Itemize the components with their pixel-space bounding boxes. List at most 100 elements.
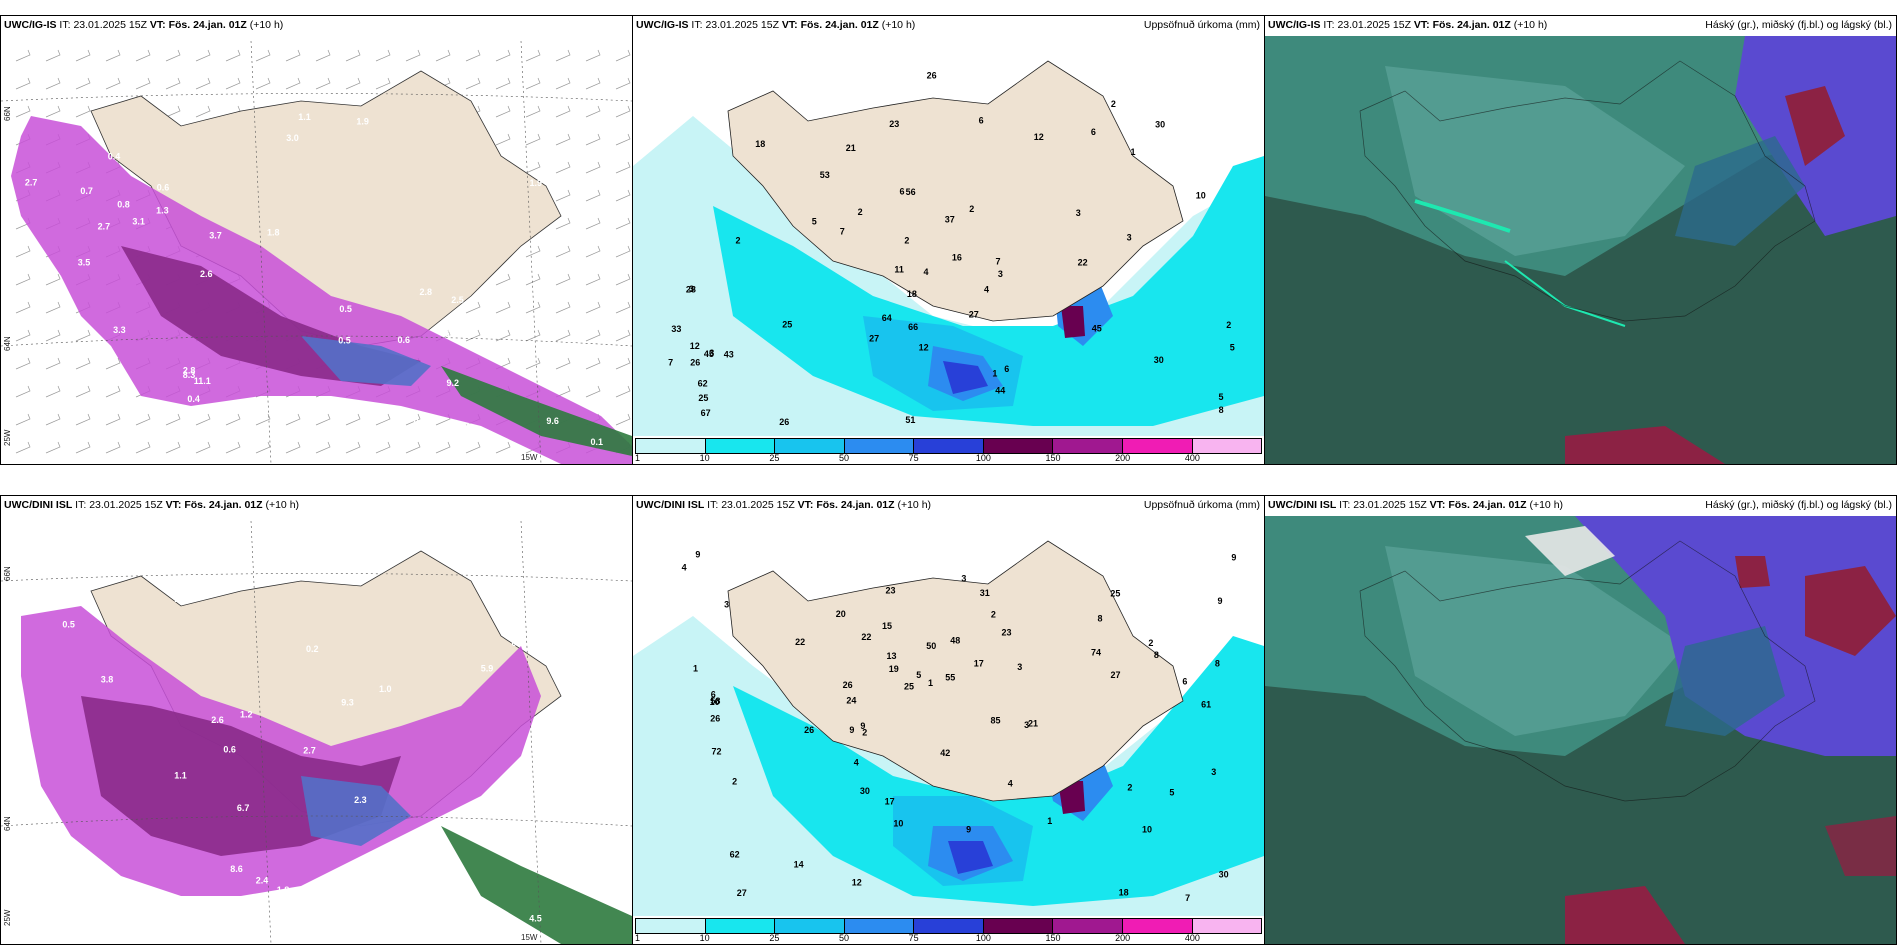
value-label: 30 <box>1219 870 1229 880</box>
value-label: 7 <box>668 357 673 367</box>
value-label: 5 <box>916 670 921 680</box>
value-label: 22 <box>795 637 805 647</box>
value-label: 8.6 <box>230 864 243 874</box>
value-label: 17 <box>885 797 895 807</box>
scale-segment <box>1192 439 1262 453</box>
value-label: 9 <box>966 824 971 834</box>
value-label: 4 <box>984 284 989 294</box>
value-label: 13 <box>887 651 897 661</box>
value-label: 12 <box>919 342 929 352</box>
snow-values: 0.20.51.12.62.82.91.22.41.71.62.93.03.12… <box>40 594 598 926</box>
value-label: 7 <box>840 226 845 236</box>
value-label: 1.1 <box>298 112 311 122</box>
scale-tick-label: 25 <box>769 933 780 943</box>
value-label: 4 <box>682 563 687 573</box>
panel-title: Uppsöfnuð úrkoma (mm) <box>1143 499 1260 511</box>
value-label: 4 <box>1008 778 1013 788</box>
value-label: 30 <box>1154 355 1164 365</box>
value-label: 2 <box>991 610 996 620</box>
value-label: 26 <box>710 714 720 724</box>
value-label: 2 <box>1127 783 1132 793</box>
panel-header: UWC/DINI ISL IT: 23.01.2025 15Z VT: Fös.… <box>1268 499 1564 511</box>
panel-header: UWC/IG-IS IT: 23.01.2025 15Z VT: Fös. 24… <box>1268 19 1548 31</box>
value-label: 6 <box>1182 677 1187 687</box>
value-label: 12 <box>690 341 700 351</box>
value-label: 3 <box>998 269 1003 279</box>
value-label: 0.5 <box>493 612 506 622</box>
scale-tick-label: 1 <box>635 453 641 463</box>
panel-title: Uppsöfnuð úrkoma (mm) <box>1143 19 1260 31</box>
value-label: 21 <box>1028 718 1038 728</box>
panel-top-left: UWC/IG-IS IT: 23.01.2025 15Z VT: Fös. 24… <box>0 15 633 465</box>
snow-values: 0.8 0.1 2.7 0.5 0.7 3.0 1.1 0.5 0.5 0.4 0.6 1.3 2.6 2… <box>25 112 612 447</box>
value-label: 2.8 <box>183 366 196 376</box>
value-label: 26 <box>779 417 789 427</box>
value-label: 2 <box>732 777 737 787</box>
value-label: 27 <box>969 310 979 320</box>
value-label: 3.8 <box>101 674 114 684</box>
value-label: 2 <box>904 236 909 246</box>
value-label: 3.5 <box>78 257 91 267</box>
value-label: 7 <box>996 256 1001 266</box>
scale-segment <box>775 439 845 453</box>
scale-tick-label: 400 <box>1184 453 1200 463</box>
value-label: 20 <box>836 609 846 619</box>
value-label: 6 <box>711 689 716 699</box>
value-label: 3.3 <box>113 325 126 335</box>
value-label: 26 <box>927 71 937 81</box>
scale-segment <box>1122 919 1193 933</box>
value-label: 4.5 <box>529 913 542 923</box>
value-label: 72 <box>712 747 722 757</box>
panel-bot-left: UWC/DINI ISL IT: 23.01.2025 15Z VT: Fös.… <box>0 495 633 945</box>
scale-tick-label: 25 <box>769 453 780 463</box>
value-label: 0.2 <box>306 644 319 654</box>
scale-segment <box>844 439 915 453</box>
value-label: 5 <box>1169 788 1174 798</box>
value-label: 1.2 <box>240 709 253 719</box>
value-label: 23 <box>886 585 896 595</box>
value-label: 2.3 <box>354 795 367 805</box>
value-label: 56 <box>906 187 916 197</box>
value-label: 18 <box>1119 888 1129 898</box>
value-label: 12 <box>852 877 862 887</box>
scale-tick-label: 150 <box>1045 453 1061 463</box>
value-label: 16 <box>952 253 962 263</box>
value-label: 67 <box>701 408 711 418</box>
value-label: 8 <box>1215 659 1220 669</box>
value-label: 11 <box>894 264 904 274</box>
lon-label-15w: 15W <box>521 933 538 942</box>
scale-segment <box>705 439 776 453</box>
value-label: 17 <box>974 658 984 668</box>
value-label: 30 <box>860 786 870 796</box>
value-label: 1.8 <box>267 227 280 237</box>
snow-map: 0.8 0.1 2.7 0.5 0.7 3.0 1.1 0.5 0.5 0.4 0.6 1.3 2.6 2… <box>1 16 632 464</box>
scale-segment <box>636 439 706 453</box>
value-label: 1.5 <box>459 422 472 432</box>
value-label: 19 <box>889 664 899 674</box>
value-label: 26 <box>690 358 700 368</box>
value-label: 2.8 <box>565 697 578 707</box>
value-label: 3 <box>1024 720 1029 730</box>
value-label: 9 <box>849 725 854 735</box>
value-label: 2.5 <box>451 295 464 305</box>
value-label: 0.5 <box>414 416 427 426</box>
scale-segment <box>636 919 706 933</box>
value-label: 1 <box>928 678 933 688</box>
lat-label-66n: 66N <box>3 566 12 581</box>
value-label: 1.3 <box>156 205 169 215</box>
value-label: 3 <box>961 573 966 583</box>
value-label: 0.6 <box>398 335 411 345</box>
panel-top-right: UWC/IG-IS IT: 23.01.2025 15Z VT: Fös. 24… <box>1264 15 1897 465</box>
value-label: 27 <box>737 888 747 898</box>
lat-label-66n: 66N <box>3 106 12 121</box>
value-label: 10 <box>893 818 903 828</box>
snow-map: 0.20.51.12.62.82.91.22.41.71.62.93.03.12… <box>1 496 632 944</box>
value-label: 3 <box>1076 208 1081 218</box>
value-label: 18 <box>907 289 917 299</box>
value-label: 25 <box>782 320 792 330</box>
value-label: 28 <box>686 285 696 295</box>
value-label: 8 <box>1098 614 1103 624</box>
value-label: 25 <box>1110 588 1120 598</box>
value-label: 22 <box>861 632 871 642</box>
